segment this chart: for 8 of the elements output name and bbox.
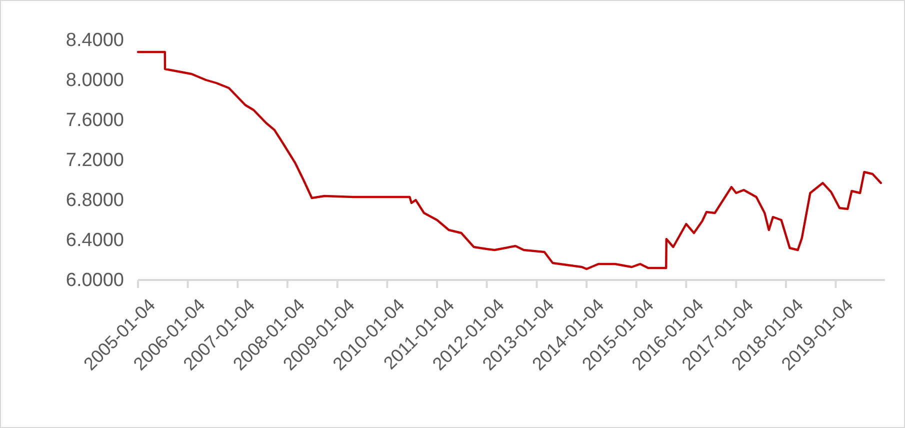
y-tick-label: 8.0000 <box>66 70 124 92</box>
line-series <box>136 50 882 270</box>
y-tick-label: 7.6000 <box>66 110 124 132</box>
y-tick-label: 8.4000 <box>66 30 124 52</box>
y-tick-label: 7.2000 <box>66 150 124 172</box>
y-tick-label: 6.8000 <box>66 190 124 212</box>
y-tick-label: 6.4000 <box>66 230 124 252</box>
y-tick-label: 6.0000 <box>66 270 124 292</box>
